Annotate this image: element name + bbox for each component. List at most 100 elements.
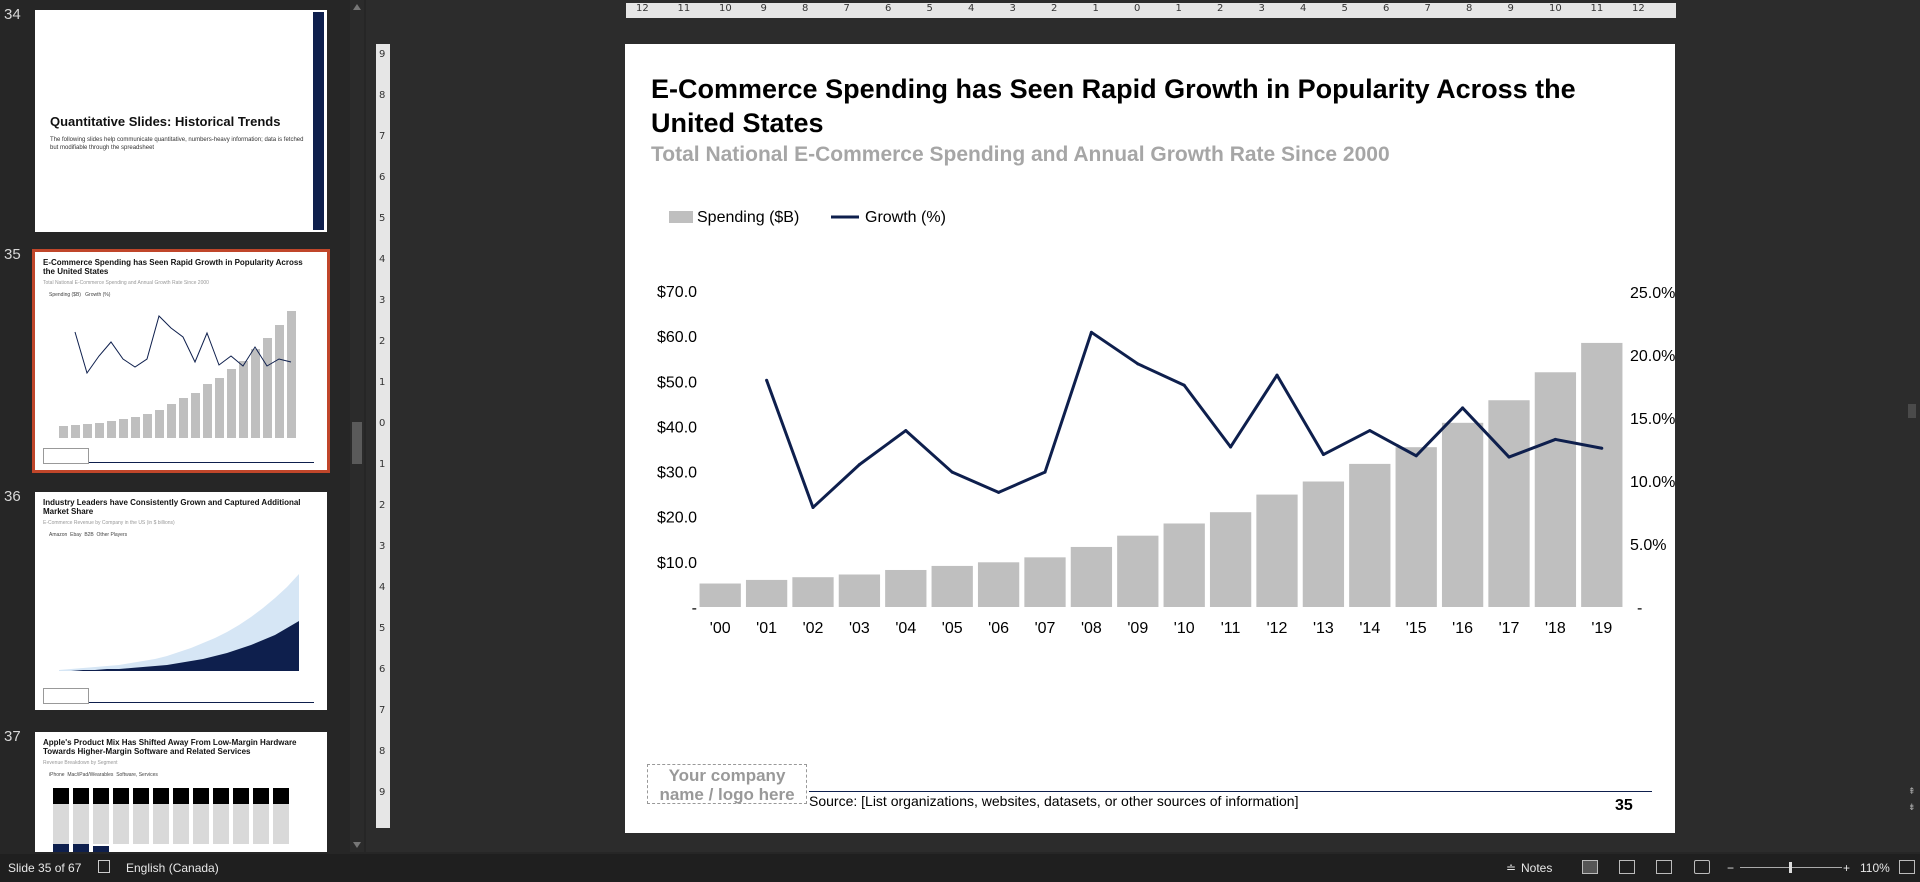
slide-subtitle[interactable]: Total National E-Commerce Spending and A…: [651, 143, 1390, 166]
bar-spending[interactable]: [1302, 481, 1345, 607]
ruler-tick: 7: [1424, 3, 1431, 14]
ruler-tick: 4: [379, 582, 386, 593]
footer-rule: [809, 791, 1652, 792]
zoom-out-icon[interactable]: −: [1727, 861, 1735, 875]
left-axis-tick: $30.0: [657, 465, 697, 482]
bar-spending[interactable]: [1256, 494, 1298, 607]
bar-spending[interactable]: [1163, 523, 1205, 607]
bar-spending[interactable]: [699, 583, 741, 607]
growth-point[interactable]: [1275, 373, 1279, 377]
bar-spending[interactable]: [885, 569, 927, 607]
growth-point[interactable]: [1414, 454, 1418, 458]
bar-spending[interactable]: [1117, 535, 1159, 607]
growth-point[interactable]: [1600, 446, 1604, 450]
zoom-slider-thumb[interactable]: [1789, 862, 1792, 873]
bar-spending[interactable]: [1488, 400, 1530, 607]
left-axis-tick: $20.0: [657, 510, 697, 527]
logo-placeholder[interactable]: Your company name / logo here: [647, 764, 807, 804]
bar-spending[interactable]: [838, 574, 881, 607]
bar-spending[interactable]: [977, 562, 1020, 607]
ruler-tick: 2: [379, 500, 386, 511]
thumb-title: Apple's Product Mix Has Shifted Away Fro…: [43, 738, 297, 756]
growth-point[interactable]: [811, 505, 815, 509]
x-axis-tick: '17: [1499, 620, 1520, 637]
growth-point[interactable]: [1229, 445, 1233, 449]
slide-sorter-icon[interactable]: [1619, 860, 1635, 874]
growth-point[interactable]: [1043, 470, 1047, 474]
bar-spending[interactable]: [1534, 372, 1577, 607]
growth-point[interactable]: [857, 463, 861, 467]
slideshow-icon[interactable]: [1694, 860, 1710, 874]
notes-icon[interactable]: ≐: [1506, 861, 1517, 875]
ruler-tick: 1: [1092, 3, 1099, 14]
thumb-body: The following slides help communicate qu…: [50, 137, 304, 151]
bar-spending[interactable]: [931, 565, 973, 607]
ruler-tick: 11: [677, 3, 691, 14]
slide-thumbnail-36[interactable]: Industry Leaders have Consistently Grown…: [35, 492, 327, 710]
right-axis-tick: -: [1637, 600, 1642, 617]
slide-thumbnail-34[interactable]: Quantitative Slides: Historical Trends T…: [35, 10, 327, 232]
zoom-level[interactable]: 110%: [1860, 861, 1890, 875]
bar-spending[interactable]: [1209, 512, 1252, 607]
growth-point[interactable]: [1321, 453, 1325, 457]
growth-point[interactable]: [1368, 429, 1372, 433]
growth-point[interactable]: [1461, 406, 1465, 410]
previous-slide-icon[interactable]: ⇞: [1908, 786, 1916, 796]
bar-spending[interactable]: [1349, 463, 1391, 607]
ruler-tick: 1: [1175, 3, 1182, 14]
notes-button[interactable]: Notes: [1521, 861, 1553, 875]
scrollbar-thumb[interactable]: [1908, 404, 1916, 418]
scroll-up-icon[interactable]: [353, 4, 361, 10]
thumb-legend-item: B2B: [84, 532, 94, 538]
growth-point[interactable]: [904, 429, 908, 433]
growth-point[interactable]: [1136, 362, 1140, 366]
reading-view-icon[interactable]: [1656, 860, 1672, 874]
slide-thumbnail-37[interactable]: Apple's Product Mix Has Shifted Away Fro…: [35, 732, 327, 852]
fit-slide-icon[interactable]: [1899, 860, 1915, 874]
next-slide-icon[interactable]: ⇟: [1908, 802, 1916, 812]
scrollbar-thumb[interactable]: [352, 422, 362, 464]
growth-point[interactable]: [1089, 330, 1093, 334]
bar-spending[interactable]: [1441, 422, 1484, 607]
slide-canvas[interactable]: E-Commerce Spending has Seen Rapid Growt…: [625, 44, 1675, 833]
bar-spending[interactable]: [1581, 342, 1623, 607]
bar-spending[interactable]: [745, 579, 788, 607]
legend-label-spending: Spending ($B): [697, 209, 799, 226]
slide-thumbnail-35[interactable]: E-Commerce Spending has Seen Rapid Growt…: [32, 249, 330, 473]
normal-view-icon[interactable]: [1582, 860, 1598, 874]
slide-title[interactable]: E-Commerce Spending has Seen Rapid Growt…: [651, 74, 1576, 138]
ruler-tick: 3: [1009, 3, 1016, 14]
growth-point[interactable]: [1182, 383, 1186, 387]
growth-point[interactable]: [950, 470, 954, 474]
bar-spending[interactable]: [1070, 546, 1113, 607]
legend-swatch-spending: [669, 211, 693, 223]
growth-point[interactable]: [765, 378, 769, 382]
source-note[interactable]: Source: [List organizations, websites, d…: [809, 793, 1299, 809]
legend-label-growth: Growth (%): [865, 209, 946, 226]
ruler-tick: 5: [1341, 3, 1348, 14]
growth-point[interactable]: [1553, 437, 1557, 441]
editor-scrollbar[interactable]: ⇞ ⇟: [1904, 0, 1920, 852]
accessibility-icon[interactable]: [98, 860, 110, 873]
ruler-tick: 5: [379, 623, 386, 634]
bar-spending[interactable]: [792, 577, 834, 607]
thumb-subtitle: Total National E-Commerce Spending and A…: [43, 280, 209, 286]
growth-point[interactable]: [997, 490, 1001, 494]
spending-growth-chart[interactable]: Spending ($B) Growth (%) - $10.0 $20.0 $30.0…: [625, 184, 1675, 784]
growth-point[interactable]: [1507, 455, 1511, 459]
thumb-footer-line: [89, 462, 314, 463]
language-indicator[interactable]: English (Canada): [126, 861, 219, 875]
zoom-in-icon[interactable]: +: [1843, 861, 1851, 875]
ruler-tick: 2: [379, 336, 386, 347]
bar-spending[interactable]: [1395, 447, 1437, 607]
scroll-down-icon[interactable]: [353, 842, 361, 848]
ruler-tick: 12: [636, 3, 649, 14]
x-axis-tick: '07: [1035, 620, 1056, 637]
x-axis-tick: '13: [1313, 620, 1334, 637]
thumb-legend: iPhone Mac/iPad/Wearables Software, Serv…: [49, 772, 158, 778]
ruler-tick: 4: [1300, 3, 1307, 14]
thumb-subtitle: E-Commerce Revenue by Company in the US …: [43, 520, 175, 526]
thumbnail-scrollbar[interactable]: [350, 0, 364, 852]
bar-spending[interactable]: [1024, 557, 1066, 607]
vertical-ruler: 9 8 7 6 5 4 3 2 1 0 1 2 3 4 5 6 7 8 9: [376, 44, 390, 828]
